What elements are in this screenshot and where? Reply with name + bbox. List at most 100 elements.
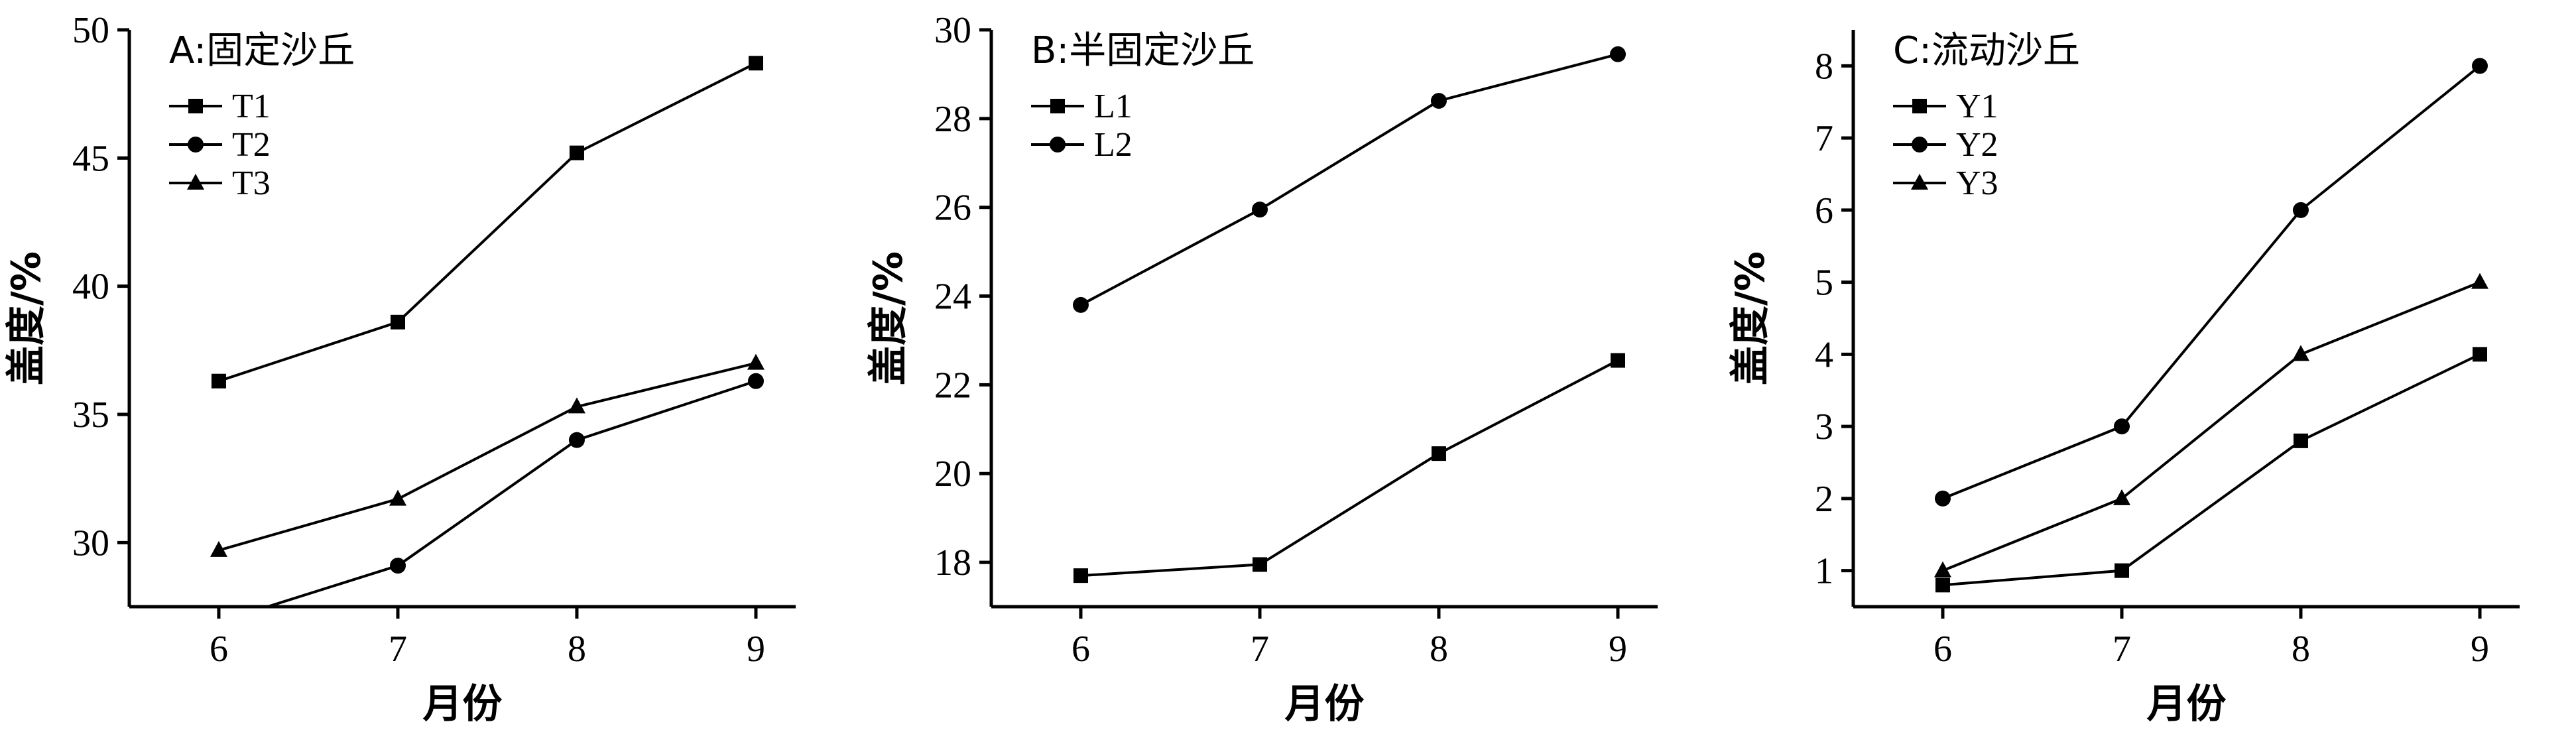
panel-1-title: B:半固定沙丘 [1031,29,1255,72]
panel-0-x-tick-label: 6 [210,629,228,670]
panel-0-legend-entry-T2: T2 [169,126,271,164]
panel-2-legend-label: Y3 [1956,164,1998,202]
panel-1-series-L1-point [1073,568,1088,583]
panel-0-series-T1 [211,56,764,389]
panel-2-series-Y3-point [2292,345,2309,361]
panel-1-series-L1-point [1431,446,1446,461]
panel-0-title: A:固定沙丘 [169,29,355,72]
panel-0-series-T2-point [390,558,406,574]
panel-0-legend-marker [188,99,203,113]
panel-1-legend-label: L2 [1094,126,1133,164]
panel-0-series-T3-point [568,397,585,414]
panel-0-x-tick-label: 8 [568,629,586,670]
panel-2-y-tick-label: 3 [1815,406,1833,448]
panel-0-series-T2-point [748,373,765,389]
panel-2-legend-entry-Y3: Y3 [1893,164,1998,202]
panel-1-y-tick-label: 18 [934,542,971,583]
panel-0-legend-label: T1 [232,88,271,125]
panel-2-legend-marker [1912,99,1927,113]
panel-0-series-T2-line [263,379,757,607]
panel-2-y-tick-label: 6 [1815,190,1833,231]
panel-1-y-tick-label: 22 [934,365,971,406]
panel-2-x-axis-title: 月份 [2147,681,2227,727]
panel-2-series-Y3-line [1942,280,2481,572]
panel-1-legend-label: L1 [1094,88,1133,125]
panel-0-series-T1-point [749,56,764,71]
panel-1-x-tick-label: 8 [1430,629,1448,670]
panel-2-x-tick-label: 9 [2471,629,2489,670]
panel-0-series-T3-point [747,353,765,370]
panel-2-series-Y1-point [1935,578,1950,593]
panel-2-series-Y2-point [2292,202,2309,218]
panel-2-series-Y1-point [2115,563,2130,578]
panel-0-legend-label: T2 [232,126,271,164]
panel-2-legend-marker [1911,174,1928,190]
panel-2-y-axis-title: 盖度/% [1727,251,1774,385]
panel-1-series-L2-point [1610,46,1626,62]
panel-2-series-Y3-point [2113,489,2131,505]
panel-2-series-Y2 [1934,58,2488,507]
panel-2-y-tick-label: 5 [1815,263,1833,304]
panel-1-series-L1-point [1253,557,1268,572]
panel-1-legend-marker [1050,99,1065,113]
panel-2-series-Y2-point [2114,418,2130,435]
panel-0-y-axis-title: 盖度/% [3,251,50,385]
panel-1-y-axis-title: 盖度/% [865,251,912,385]
panel-1-legend-entry-L1: L1 [1031,88,1133,125]
panel-2-legend-entry-Y1: Y1 [1893,88,1998,125]
panel-2-series-Y1-point [2473,347,2488,362]
panel-0-y-tick-label: 35 [72,395,109,436]
panel-0-x-tick-label: 7 [389,629,407,670]
panel-2-series-Y3-point [1933,561,1951,578]
panel-2-legend-label: Y2 [1956,126,1998,164]
panel-2-x-tick-label: 8 [2292,629,2310,670]
panel-1-series-L2-point [1072,296,1089,313]
panel-2-series-Y1-line [1942,353,2481,587]
panel-1-x-axis-title: 月份 [1285,681,1365,727]
panel-1-series-L1-line [1080,359,1619,578]
panel-2-legend-marker [1912,137,1928,152]
panel-2-y-tick-label: 7 [1815,118,1833,159]
panel-1-y-tick-label: 26 [934,188,971,229]
panel-0-y-tick-label: 50 [72,10,109,51]
panel-0-series-T3-line [218,361,757,552]
panel-1-legend-marker [1050,137,1066,152]
panel-2-series-Y1-point [2293,433,2308,448]
panel-2-y-tick-label: 8 [1815,46,1833,87]
panel-0-y-tick-label: 40 [72,267,109,308]
panel-2-y-tick-label: 4 [1815,334,1833,375]
panel-0-legend-marker [187,174,204,190]
panel-0-y-tick-label: 30 [72,522,109,564]
panel-0-x-tick-label: 9 [747,629,765,670]
panel-2-series-Y3 [1933,273,2489,578]
panel-1-series-L2 [1072,46,1626,313]
panel-1-series-L2-point [1430,93,1447,109]
panel-1-series-L1 [1073,353,1626,583]
panel-1-y-tick-label: 24 [934,276,971,318]
panel-0-series-T1-point [569,145,584,160]
panel-2-legend-label: Y1 [1956,88,1998,125]
panel-2-series-Y1 [1935,347,2488,593]
panel-0-x-axis-title: 月份 [423,681,503,727]
panel-1-y-tick-label: 20 [934,454,971,495]
panel-2-series-Y2-point [1934,490,1951,507]
panel-0-series-T2-point [568,432,585,448]
panel-1-y-tick-label: 28 [934,99,971,140]
panel-1-series-L2-point [1252,202,1268,218]
panel-0-series-T2 [263,373,765,607]
panel-0-series-T3-point [389,489,407,506]
panel-2-x-tick-label: 7 [2113,629,2131,670]
panel-1-legend-entry-L2: L2 [1031,126,1133,164]
panel-0-series-T3 [210,353,765,557]
panel-2-y-tick-label: 1 [1815,551,1833,592]
panel-2-series-Y2-line [1942,64,2481,500]
panel-2-legend-entry-Y2: Y2 [1893,126,1998,164]
panel-2-y-tick-label: 2 [1815,479,1833,520]
panel-0-series-T1-line [218,62,757,383]
panel-1-series-L1-point [1611,353,1626,368]
panel-0-series-T1-point [391,314,406,330]
panel-1-x-tick-label: 9 [1609,629,1627,670]
